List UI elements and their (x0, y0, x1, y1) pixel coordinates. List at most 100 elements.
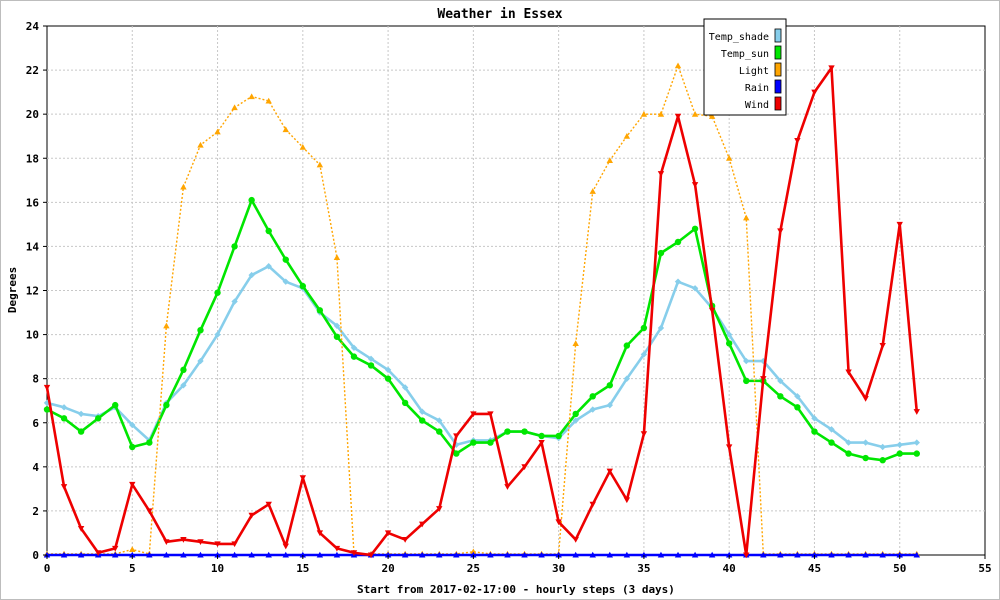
data-point-temp-shade (623, 375, 631, 382)
data-point-temp-shade (657, 324, 665, 332)
data-point-rain (248, 551, 255, 558)
data-point-temp-sun (674, 238, 682, 246)
x-tick-label: 10 (211, 562, 224, 575)
data-point-light (282, 126, 289, 133)
data-point-rain (180, 551, 187, 558)
data-point-rain (333, 551, 341, 558)
data-point-rain (129, 551, 136, 558)
data-point-wind (146, 508, 153, 515)
data-point-rain (401, 551, 409, 558)
chart-title: Weather in Essex (437, 7, 562, 22)
data-point-rain (572, 551, 579, 558)
data-point-wind (879, 343, 886, 349)
y-tick-label: 2 (32, 505, 39, 518)
series-line-temp-sun (46, 198, 917, 462)
data-point-rain (316, 551, 324, 558)
data-point-wind (214, 541, 221, 548)
data-point-temp-sun (231, 243, 238, 250)
series-temp-sun (43, 196, 920, 464)
data-point-wind (248, 512, 255, 519)
data-point-wind (623, 497, 631, 504)
data-point-temp-shade (572, 417, 579, 424)
data-point-wind (657, 171, 665, 177)
x-axis-label: Start from 2017-02-17:00 - hourly steps … (357, 583, 675, 596)
data-point-temp-sun (691, 225, 699, 232)
data-point-temp-sun (794, 404, 801, 411)
series-line-light (47, 64, 917, 555)
data-point-rain (828, 551, 835, 558)
data-point-rain (555, 551, 562, 558)
data-point-light (623, 133, 631, 139)
x-tick-label: 30 (552, 562, 565, 575)
data-point-light (248, 93, 255, 100)
data-point-temp-shade (180, 382, 187, 389)
data-point-rain (384, 551, 392, 558)
x-tick-label: 15 (296, 562, 309, 575)
data-point-temp-sun (350, 353, 358, 360)
data-point-temp-shade (589, 406, 596, 413)
data-point-temp-shade (214, 331, 221, 338)
data-point-light (606, 157, 613, 164)
y-tick-label: 24 (26, 20, 40, 33)
legend-swatch-temp-sun (774, 45, 782, 60)
data-point-wind (777, 228, 784, 235)
data-point-rain (862, 551, 869, 558)
data-point-wind (77, 525, 85, 532)
data-point-rain (589, 551, 596, 558)
data-point-wind (674, 113, 682, 120)
data-point-wind (453, 433, 460, 440)
data-point-wind (129, 481, 136, 488)
data-point-light (708, 113, 716, 119)
x-tick-label: 55 (978, 562, 991, 575)
data-point-temp-sun (77, 428, 85, 435)
data-point-temp-sun (538, 432, 545, 440)
data-point-temp-sun (129, 443, 136, 451)
data-point-temp-sun (265, 227, 272, 235)
data-point-rain (299, 551, 307, 558)
data-point-rain (453, 551, 460, 558)
data-point-wind (282, 543, 289, 550)
data-point-wind (640, 431, 648, 437)
data-point-rain (708, 551, 716, 558)
series-layer (43, 62, 920, 559)
data-point-temp-sun (401, 399, 409, 407)
data-point-temp-sun (299, 282, 307, 290)
legend-label-light: Light (739, 66, 769, 77)
legend-swatch-light (774, 62, 782, 77)
data-point-temp-shade (401, 384, 409, 391)
data-point-rain (657, 551, 665, 558)
data-point-temp-sun (640, 324, 648, 332)
data-point-temp-sun (572, 410, 579, 418)
data-point-wind (589, 501, 596, 508)
data-point-temp-sun (862, 454, 869, 462)
data-point-rain (146, 551, 153, 558)
data-point-temp-shade (350, 344, 358, 352)
legend-label-wind: Wind (745, 100, 769, 111)
data-point-rain (504, 551, 511, 558)
data-point-wind (265, 501, 272, 508)
data-point-light (333, 254, 341, 260)
data-point-temp-sun (367, 362, 375, 369)
data-point-rain (436, 551, 443, 558)
data-point-temp-shade (77, 410, 85, 418)
data-point-temp-sun (436, 428, 443, 435)
data-point-wind (862, 395, 869, 402)
data-point-light (674, 62, 682, 69)
data-point-wind (760, 376, 767, 382)
y-axis-label: Degrees (6, 267, 19, 313)
data-point-rain (231, 551, 238, 558)
data-point-temp-sun (163, 401, 170, 409)
data-point-wind (725, 444, 733, 451)
data-point-rain (538, 551, 545, 558)
data-point-temp-shade (282, 278, 289, 285)
data-point-temp-sun (879, 457, 886, 464)
data-point-temp-shade (640, 351, 648, 358)
data-point-rain (214, 551, 221, 558)
y-tick-label: 16 (26, 196, 40, 209)
data-point-temp-sun (180, 366, 187, 374)
data-point-temp-sun (112, 401, 119, 409)
data-point-temp-shade (265, 263, 272, 270)
x-tick-label: 5 (129, 562, 136, 575)
y-tick-label: 6 (32, 417, 39, 430)
data-point-wind (316, 530, 324, 537)
